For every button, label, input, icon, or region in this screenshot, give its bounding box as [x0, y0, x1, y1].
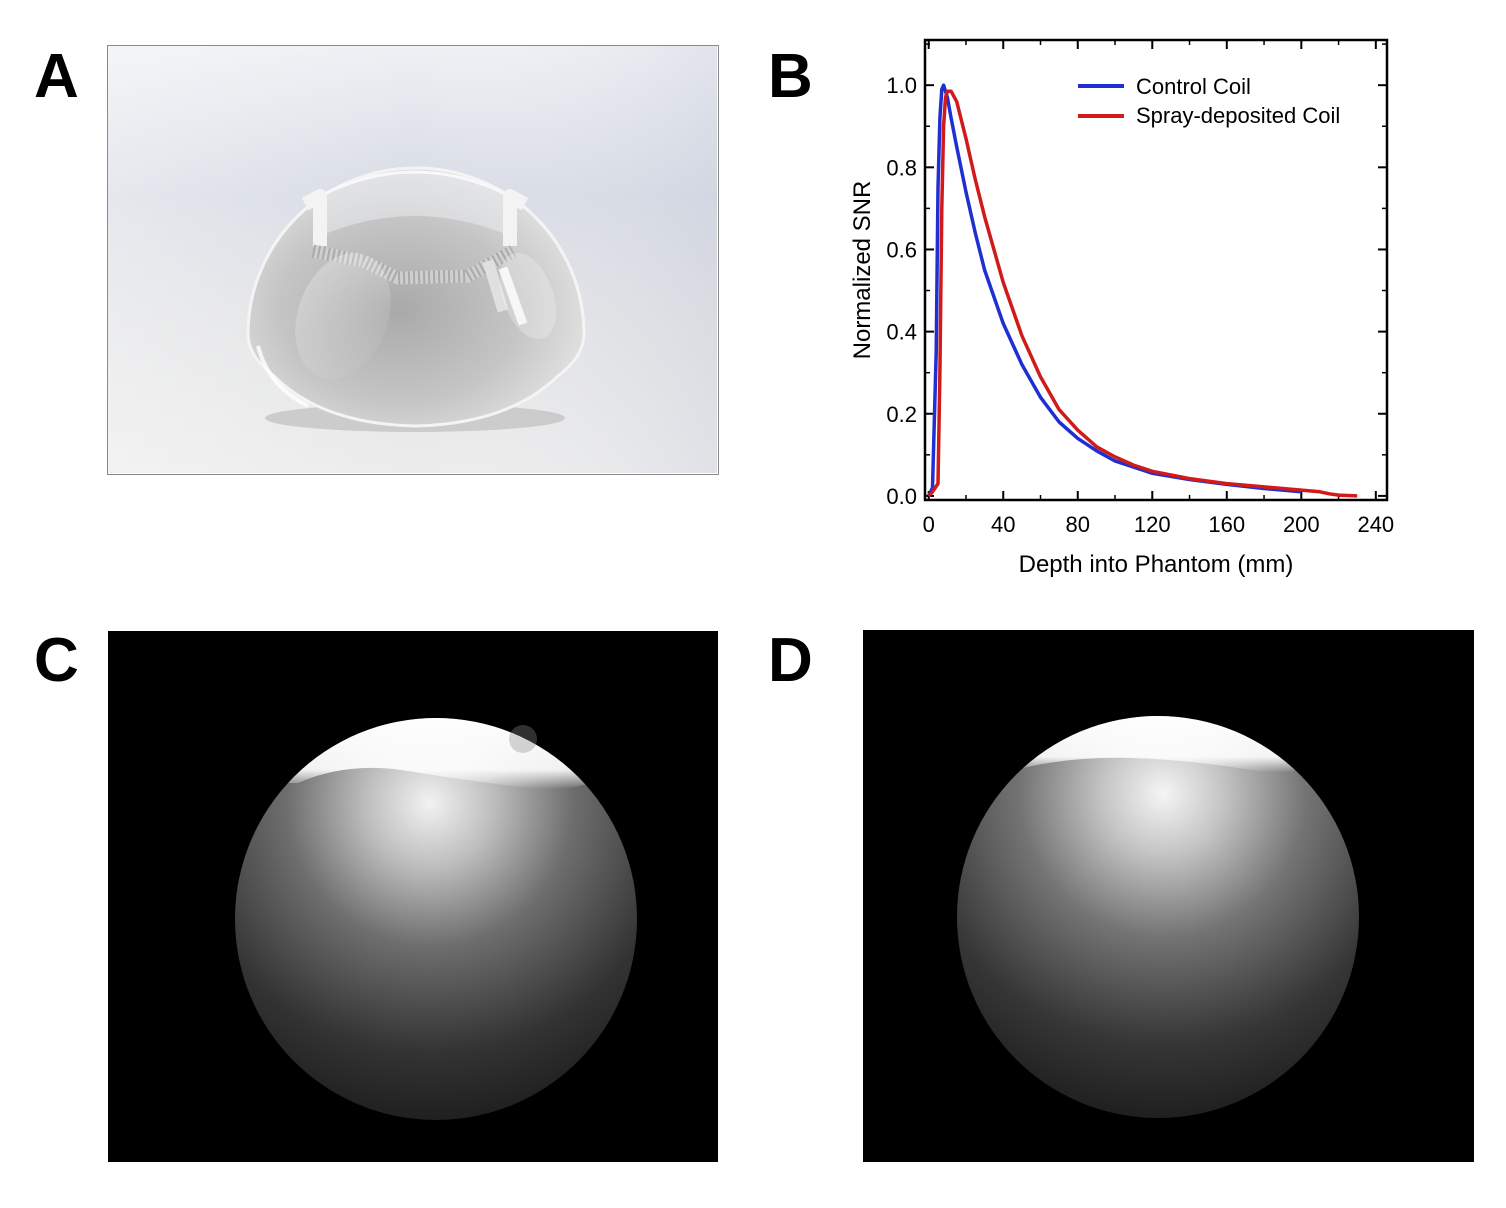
y-tick-label: 0.6 — [886, 237, 917, 262]
panel-letter-a: A — [34, 42, 79, 111]
panel-letter-b: B — [768, 42, 813, 111]
x-tick-label: 160 — [1208, 512, 1245, 537]
snr-depth-chart: 0 40 80 120 160 200 240 0.0 0.2 0.4 0.6 0.8 1.0 Cont… — [849, 38, 1394, 578]
chart-series — [927, 83, 1358, 498]
y-tick-label: 1.0 — [886, 73, 917, 98]
x-tick-label: 240 — [1357, 512, 1394, 537]
mri-image-control-svg — [108, 631, 718, 1162]
y-tick-label: 0.0 — [886, 484, 917, 509]
y-tick-label: 0.2 — [886, 402, 917, 427]
coil-render-image — [107, 45, 719, 475]
plot-frame — [923, 38, 1389, 502]
y-tick-label: 0.8 — [886, 155, 917, 180]
mri-image-control — [108, 631, 718, 1162]
mri-image-spray-svg — [863, 630, 1474, 1162]
panel-letter-d: D — [768, 626, 813, 695]
series-line-0 — [927, 83, 1302, 497]
x-tick-label: 120 — [1134, 512, 1171, 537]
x-tick-label: 80 — [1066, 512, 1090, 537]
legend-label-control: Control Coil — [1136, 74, 1251, 99]
x-tick-label: 40 — [991, 512, 1015, 537]
y-tick-label: 0.4 — [886, 320, 917, 345]
series-line-1 — [927, 89, 1358, 498]
x-tick-label: 0 — [923, 512, 935, 537]
legend-label-spray: Spray-deposited Coil — [1136, 103, 1340, 128]
x-tick-label: 200 — [1283, 512, 1320, 537]
panel-letter-c: C — [34, 626, 79, 695]
legend: Control Coil Spray-deposited Coil — [1078, 74, 1340, 128]
y-axis-label: Normalized SNR — [849, 181, 876, 360]
mri-image-spray — [863, 630, 1474, 1162]
coil-render-svg — [108, 46, 717, 473]
x-axis-label: Depth into Phantom (mm) — [1019, 551, 1294, 578]
